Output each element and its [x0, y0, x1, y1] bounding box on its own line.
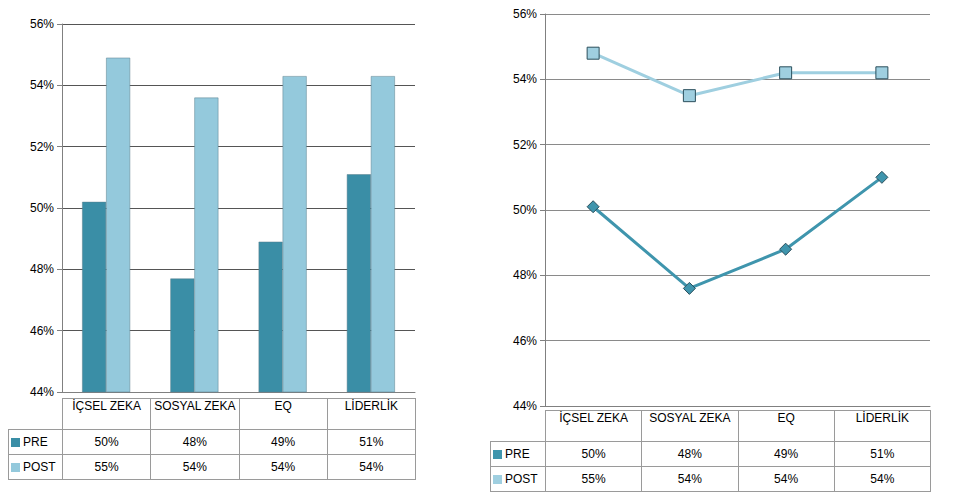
html-text:EQ: EQ [274, 399, 292, 413]
svg-text:46%: 46% [513, 334, 537, 348]
svg-text:48%: 48% [30, 262, 54, 276]
html-text:49%: 49% [774, 447, 799, 461]
html-text:54%: 54% [271, 460, 296, 474]
svg-text:50%: 50% [30, 201, 54, 215]
html-text:50%: 50% [581, 447, 606, 461]
html-text:54%: 54% [182, 460, 207, 474]
svg-text:56%: 56% [513, 7, 537, 21]
html-text:POST: POST [23, 460, 56, 474]
svg-text:56%: 56% [30, 17, 54, 31]
html-text:PRE: PRE [23, 435, 48, 449]
html-text:SOSYAL ZEKA: SOSYAL ZEKA [154, 399, 236, 413]
html-text:55%: 55% [94, 460, 119, 474]
svg-text:44%: 44% [30, 385, 54, 399]
html-text:SOSYAL ZEKA: SOSYAL ZEKA [649, 411, 731, 425]
svg-text:46%: 46% [30, 324, 54, 338]
html-text:POST: POST [505, 472, 538, 486]
html-text:51%: 51% [870, 447, 895, 461]
html-text:İÇSEL ZEKA: İÇSEL ZEKA [559, 411, 629, 425]
html-text:LİDERLİK: LİDERLİK [344, 399, 398, 413]
html-text:54%: 54% [359, 460, 384, 474]
html-text:PRE: PRE [505, 447, 530, 461]
html-text:EQ: EQ [777, 411, 795, 425]
html-text:LİDERLİK: LİDERLİK [855, 411, 909, 425]
svg-text:54%: 54% [30, 78, 54, 92]
html-text:50%: 50% [94, 435, 119, 449]
html-text:54%: 54% [774, 472, 799, 486]
html-text:54%: 54% [677, 472, 702, 486]
svg-text:50%: 50% [513, 203, 537, 217]
html-text:51%: 51% [359, 435, 384, 449]
svg-text:52%: 52% [513, 138, 537, 152]
html-text:54%: 54% [870, 472, 895, 486]
svg-text:52%: 52% [30, 140, 54, 154]
html-text:55%: 55% [581, 472, 606, 486]
html-text:48%: 48% [182, 435, 207, 449]
html-text:49%: 49% [271, 435, 296, 449]
html-text:48%: 48% [677, 447, 702, 461]
svg-text:54%: 54% [513, 72, 537, 86]
svg-text:48%: 48% [513, 268, 537, 282]
html-text:İÇSEL ZEKA: İÇSEL ZEKA [72, 399, 142, 413]
